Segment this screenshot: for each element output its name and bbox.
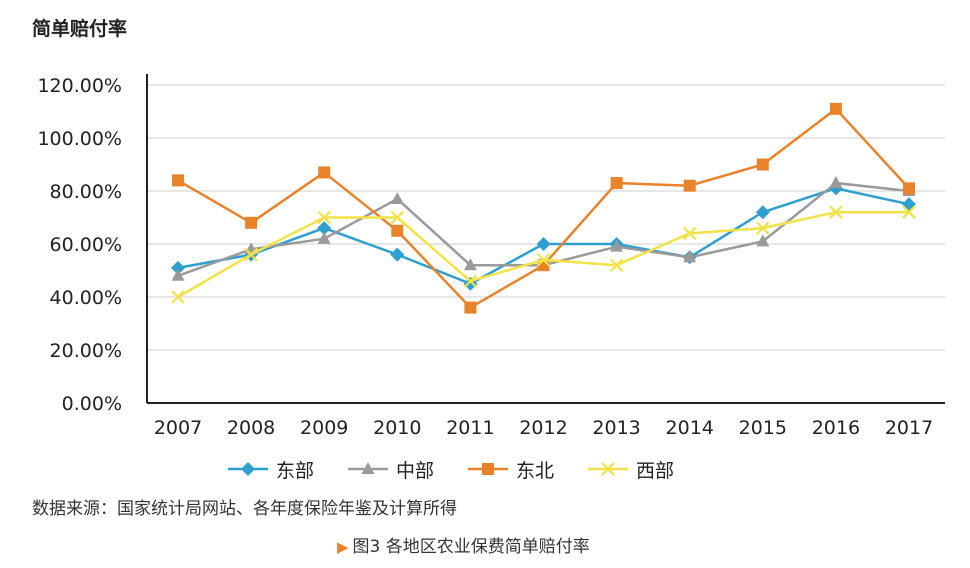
y-tick-label: 120.00%	[37, 75, 122, 97]
data-point	[903, 182, 915, 195]
data-point	[902, 205, 916, 219]
x-tick-label: 2010	[373, 417, 421, 439]
x-tick-label: 2007	[154, 417, 202, 439]
legend-label: 东北	[516, 459, 555, 482]
x-tick-label: 2011	[446, 417, 494, 439]
data-point	[390, 210, 405, 225]
data-point	[390, 247, 405, 262]
data-point	[172, 174, 184, 187]
data-point	[756, 221, 770, 235]
data-point	[317, 210, 331, 225]
caption-text: 图3 各地区农业保费简单赔付率	[352, 537, 590, 557]
x-tick-label: 2012	[519, 417, 567, 439]
legend-label: 中部	[396, 459, 435, 482]
data-point	[902, 197, 916, 212]
data-point	[391, 224, 404, 237]
data-point	[317, 221, 332, 236]
figure-caption: ▶ 图3 各地区农业保费简单赔付率	[337, 532, 590, 557]
data-source-note: 数据来源：国家统计局网站、各年度保险年鉴及计算所得	[32, 499, 457, 519]
y-tick-label: 60.00%	[50, 234, 122, 256]
x-tick-label: 2015	[739, 417, 787, 439]
data-point	[536, 237, 551, 251]
data-point	[171, 290, 185, 304]
data-point	[463, 258, 477, 271]
data-point	[610, 239, 624, 252]
y-tick-label: 40.00%	[50, 287, 122, 309]
data-point	[756, 158, 769, 171]
legend-label: 西部	[636, 459, 675, 482]
x-tick-label: 2008	[227, 417, 275, 439]
x-marker-icon	[588, 462, 629, 476]
x-tick-label: 2014	[666, 417, 714, 439]
data-point	[244, 247, 258, 262]
data-point	[755, 205, 770, 220]
square-marker-icon	[468, 463, 509, 475]
data-point	[245, 216, 258, 229]
data-point	[683, 179, 696, 192]
legend-item: 东北	[468, 456, 554, 483]
line-chart: 0.00% 20.00% 40.00% 60.00% 80.00% 100.00% 120.…	[37, 74, 945, 439]
data-point	[318, 166, 331, 179]
data-point	[317, 231, 331, 244]
triangle-marker-icon	[348, 462, 389, 474]
diamond-marker-icon	[228, 462, 268, 476]
data-point	[829, 205, 843, 219]
y-tick-label: 20.00%	[50, 340, 122, 362]
legend-item: 中部	[348, 456, 434, 483]
series-line	[177, 210, 909, 299]
data-point	[463, 274, 478, 288]
data-point	[829, 102, 842, 115]
x-tick-label: 2013	[592, 417, 640, 439]
chart-legend: 东部 中部 东北 西部	[228, 455, 708, 483]
legend-item: 西部	[588, 456, 674, 483]
data-point	[682, 226, 697, 241]
data-point	[536, 253, 551, 267]
data-point	[609, 258, 624, 272]
data-point	[464, 301, 477, 314]
data-point	[390, 191, 404, 204]
data-point	[171, 268, 185, 281]
data-point	[829, 176, 843, 189]
y-tick-label: 80.00%	[50, 181, 122, 203]
data-point	[756, 234, 770, 247]
legend-item: 东部	[228, 456, 314, 483]
caption-triangle-icon: ▶	[337, 538, 349, 556]
y-tick-label: 100.00%	[37, 128, 122, 150]
data-point	[683, 250, 697, 263]
x-tick-label: 2017	[885, 417, 933, 439]
x-tick-label: 2009	[300, 417, 348, 439]
y-tick-label: 0.00%	[62, 393, 122, 415]
y-axis-title: 简单赔付率	[32, 18, 128, 40]
legend-label: 东部	[276, 459, 315, 482]
data-point	[171, 260, 185, 275]
series-line	[177, 107, 910, 309]
x-tick-label: 2016	[812, 417, 860, 439]
data-point	[610, 177, 623, 190]
